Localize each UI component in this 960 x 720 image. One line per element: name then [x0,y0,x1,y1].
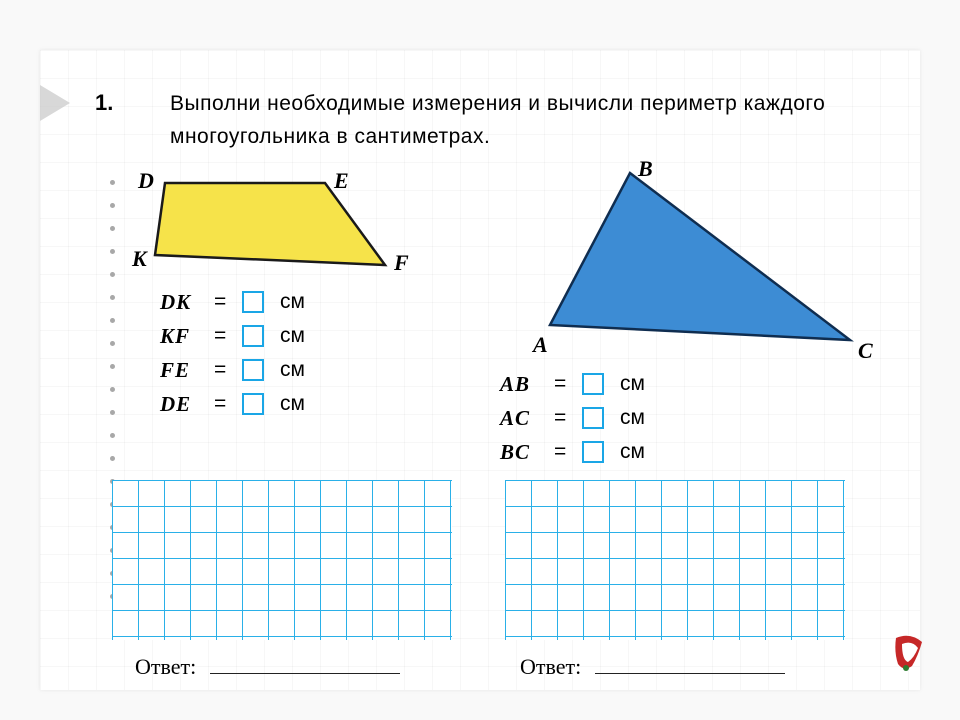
side-label: AC [500,406,544,431]
corner-badge-icon [892,632,926,676]
answer-box[interactable] [582,373,604,395]
answer-right: Ответ: [520,654,785,680]
equals-sign: = [214,290,232,314]
vertex-B: B [638,156,653,182]
measure-row: DK = см [160,288,305,316]
unit-label: см [620,406,645,430]
measure-row: KF = см [160,322,305,350]
answer-line[interactable] [210,673,400,674]
side-label: DE [160,392,204,417]
answer-box[interactable] [242,393,264,415]
side-label: FE [160,358,204,383]
equals-sign: = [554,406,572,430]
vertex-A: A [533,332,548,358]
unit-label: см [620,372,645,396]
answer-label: Ответ: [135,654,196,679]
answer-box[interactable] [242,359,264,381]
triangle-measurements: AB = см AC = см BC = см [500,370,645,472]
answer-box[interactable] [582,441,604,463]
equals-sign: = [214,358,232,382]
unit-label: см [280,290,305,314]
answer-line[interactable] [595,673,785,674]
unit-label: см [280,324,305,348]
unit-label: см [620,440,645,464]
side-label: DK [160,290,204,315]
answer-box[interactable] [582,407,604,429]
workspace-grid-right[interactable] [505,480,845,640]
answer-box[interactable] [242,291,264,313]
question-number: 1. [95,90,113,116]
equals-sign: = [214,392,232,416]
measure-row: DE = см [160,390,305,418]
vertex-F: F [394,250,409,276]
answer-label: Ответ: [520,654,581,679]
worksheet-page: 1. Выполни необходимые измерения и вычис… [40,50,920,690]
answer-box[interactable] [242,325,264,347]
vertex-K: K [132,246,147,272]
triangle-shape [540,165,870,355]
unit-label: см [280,392,305,416]
vertex-E: E [334,168,349,194]
equals-sign: = [214,324,232,348]
side-label: AB [500,372,544,397]
vertex-D: D [138,168,154,194]
problem-prompt: Выполни необходимые измерения и вычисли … [170,88,890,153]
side-label: KF [160,324,204,349]
side-label: BC [500,440,544,465]
equals-sign: = [554,372,572,396]
equals-sign: = [554,440,572,464]
measure-row: BC = см [500,438,645,466]
trapezoid-shape [150,175,400,275]
unit-label: см [280,358,305,382]
measure-row: FE = см [160,356,305,384]
workspace-grid-left[interactable] [112,480,452,640]
measure-row: AB = см [500,370,645,398]
answer-left: Ответ: [135,654,400,680]
trapezoid-measurements: DK = см KF = см FE = см DE = см [160,288,305,424]
vertex-C: C [858,338,873,364]
measure-row: AC = см [500,404,645,432]
page-tab [40,85,70,121]
